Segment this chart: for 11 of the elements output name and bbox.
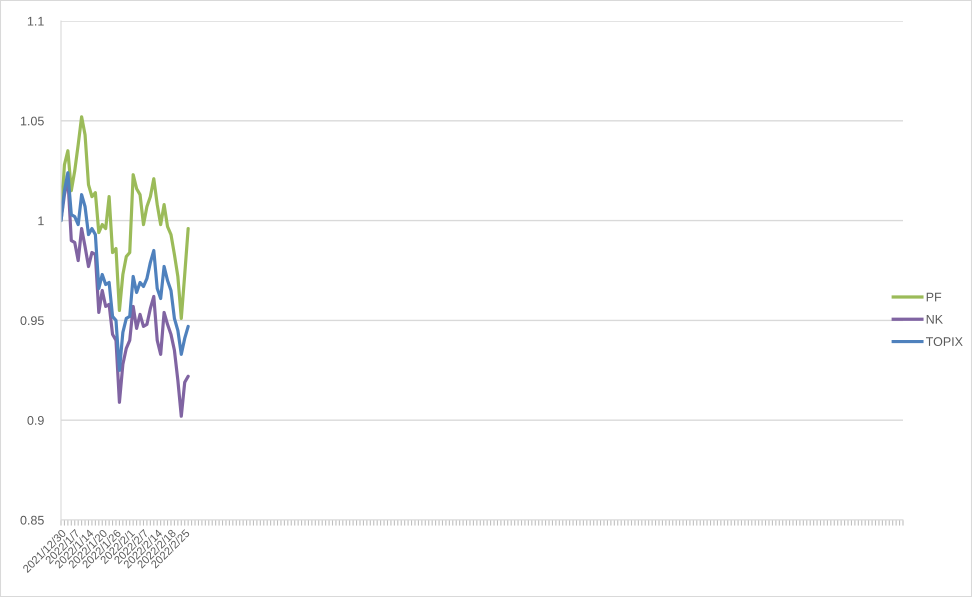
y-tick-label: 0.95 [20, 316, 44, 326]
legend-label: NK [926, 315, 943, 324]
y-tick-label: 0.85 [20, 516, 44, 525]
y-tick-label: 1.05 [20, 116, 44, 126]
y-tick-label: 1 [38, 216, 44, 226]
line-series [61, 115, 190, 320]
y-tick-label: 0.9 [27, 416, 44, 425]
legend-label: TOPIX [926, 337, 963, 346]
line-series [61, 171, 190, 372]
legend-label: PF [926, 292, 942, 302]
y-tick-label: 1.1 [28, 16, 44, 26]
